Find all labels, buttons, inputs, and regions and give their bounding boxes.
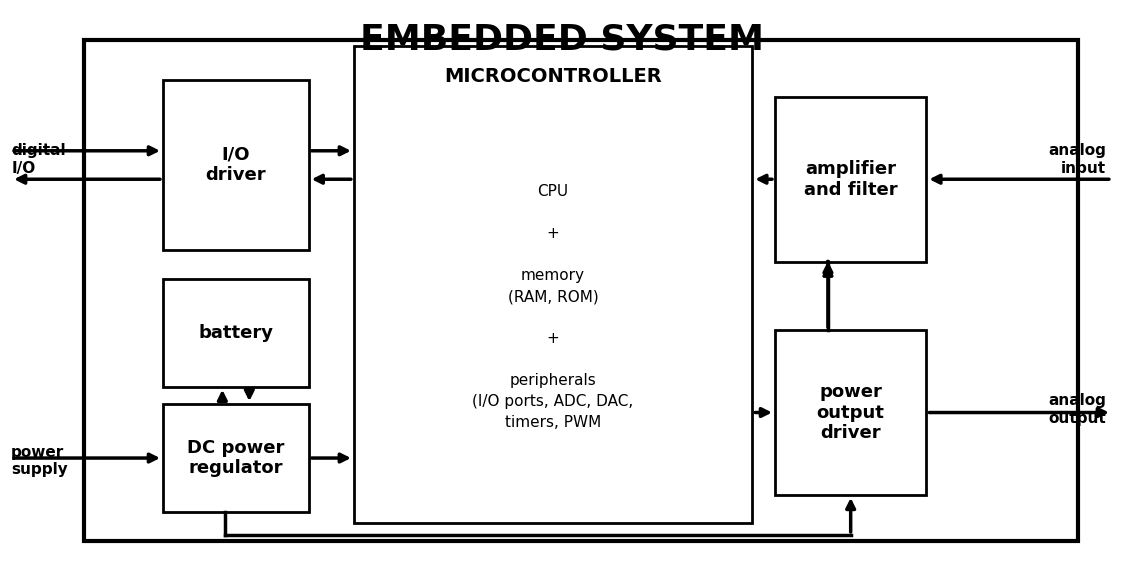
Bar — [163, 80, 309, 250]
Text: CPU

+

memory
(RAM, ROM)

+

peripherals
(I/O ports, ADC, DAC,
timers, PWM: CPU + memory (RAM, ROM) + peripherals (I… — [473, 184, 633, 430]
Text: EMBEDDED SYSTEM: EMBEDDED SYSTEM — [359, 23, 764, 57]
Bar — [163, 279, 309, 387]
Text: power
output
driver: power output driver — [816, 383, 885, 442]
Text: analog
input: analog input — [1048, 143, 1106, 175]
Text: I/O
driver: I/O driver — [206, 146, 266, 184]
Text: analog
output: analog output — [1048, 394, 1106, 426]
Bar — [775, 97, 926, 262]
Bar — [84, 40, 1078, 541]
Bar — [354, 46, 752, 523]
Bar — [775, 330, 926, 495]
Text: battery: battery — [199, 324, 273, 342]
Text: digital
I/O: digital I/O — [11, 143, 66, 175]
Bar — [163, 404, 309, 512]
Text: DC power
regulator: DC power regulator — [188, 439, 284, 477]
Text: power
supply: power supply — [11, 445, 69, 477]
Text: amplifier
and filter: amplifier and filter — [804, 160, 897, 199]
Text: MICROCONTROLLER: MICROCONTROLLER — [445, 67, 661, 86]
